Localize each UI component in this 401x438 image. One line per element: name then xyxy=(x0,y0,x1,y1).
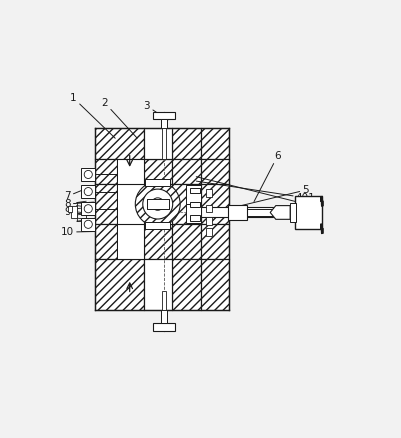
Bar xyxy=(117,184,144,224)
Bar xyxy=(81,168,95,181)
Bar xyxy=(201,224,229,258)
Bar xyxy=(201,184,229,224)
Bar xyxy=(201,159,229,184)
Bar xyxy=(81,202,95,215)
Bar xyxy=(162,128,166,159)
Bar xyxy=(206,189,211,197)
Bar xyxy=(161,119,167,128)
Bar xyxy=(171,128,201,159)
Bar xyxy=(227,205,246,220)
Bar xyxy=(144,258,171,310)
Bar xyxy=(144,128,171,159)
Bar xyxy=(95,159,117,184)
Bar xyxy=(70,205,77,218)
Bar xyxy=(146,199,168,209)
Bar xyxy=(246,209,272,216)
Circle shape xyxy=(84,220,92,228)
Bar xyxy=(145,222,170,229)
Text: 10: 10 xyxy=(61,227,93,237)
Bar xyxy=(144,184,171,224)
Bar xyxy=(201,258,229,310)
Circle shape xyxy=(84,170,92,179)
Bar xyxy=(95,224,117,258)
Bar xyxy=(190,201,199,207)
Bar xyxy=(117,224,144,258)
Bar xyxy=(95,184,117,224)
Text: 3: 3 xyxy=(143,101,168,120)
Bar xyxy=(190,187,199,193)
Bar xyxy=(152,112,175,119)
Bar xyxy=(206,217,211,225)
Text: 6: 6 xyxy=(253,151,280,201)
Bar xyxy=(171,159,201,184)
Text: 1: 1 xyxy=(70,93,115,138)
Bar xyxy=(206,228,211,236)
Text: 4: 4 xyxy=(196,177,308,209)
Bar xyxy=(186,204,201,223)
Bar xyxy=(201,208,272,217)
Bar xyxy=(152,323,175,331)
Bar xyxy=(117,159,144,184)
Bar xyxy=(95,258,144,310)
Text: 9: 9 xyxy=(64,207,86,217)
Polygon shape xyxy=(269,205,290,219)
Circle shape xyxy=(142,189,172,219)
Bar xyxy=(144,159,171,184)
Bar xyxy=(201,128,229,159)
Bar xyxy=(206,205,211,212)
Bar xyxy=(171,184,201,224)
Bar xyxy=(186,185,201,204)
Bar xyxy=(81,218,95,230)
Bar xyxy=(144,224,171,258)
Bar xyxy=(171,224,201,258)
Text: 8: 8 xyxy=(64,199,93,209)
Text: 5: 5 xyxy=(217,185,308,211)
Bar xyxy=(171,258,201,310)
Text: 2: 2 xyxy=(101,98,137,138)
Circle shape xyxy=(135,182,180,226)
Text: 401: 401 xyxy=(196,181,315,203)
Text: 7: 7 xyxy=(64,185,93,201)
Bar xyxy=(290,203,295,222)
Bar xyxy=(190,215,199,221)
Bar xyxy=(68,205,72,212)
Circle shape xyxy=(84,205,92,213)
Circle shape xyxy=(151,198,164,210)
Bar xyxy=(294,196,321,229)
Bar xyxy=(145,179,170,186)
Circle shape xyxy=(84,187,92,196)
Bar xyxy=(161,310,167,323)
Bar xyxy=(146,199,168,209)
Bar xyxy=(162,291,166,310)
Bar xyxy=(81,185,95,198)
Bar xyxy=(95,128,144,159)
